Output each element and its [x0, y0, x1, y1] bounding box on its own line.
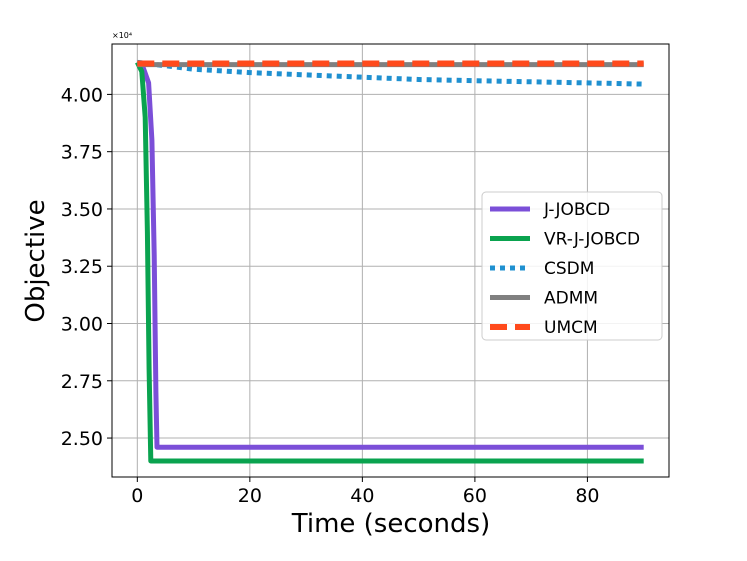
- y-tick-label: 3.25: [61, 256, 103, 278]
- y-tick-label: 3.75: [61, 142, 103, 164]
- y-tick-label: 2.50: [61, 428, 103, 450]
- series-line-vr-j-jobcd: [135, 61, 644, 464]
- legend-label: J-JOBCD: [543, 200, 610, 220]
- x-axis-label: Time (seconds): [291, 509, 490, 539]
- legend-box: [481, 191, 663, 341]
- legend-label: ADMM: [544, 289, 598, 309]
- axis-ticks: 0 20 40 60 80 2.50 2.75 3.00 3.25 3.50 3.75 4.00: [61, 84, 600, 507]
- y-axis-label: Objective: [21, 199, 51, 322]
- series-line-j-jobcd: [135, 60, 644, 450]
- y-multiplier-label: ×10⁴: [112, 31, 132, 40]
- legend-label: UMCM: [544, 318, 598, 338]
- plot-frame: [111, 43, 670, 478]
- y-tick-label: 3.50: [61, 199, 103, 221]
- series-lines: [135, 59, 644, 464]
- x-tick-label: 0: [131, 485, 143, 507]
- legend-label: CSDM: [544, 259, 594, 279]
- series-line-csdm: [136, 59, 644, 87]
- y-tick-label: 2.75: [61, 371, 103, 393]
- y-tick-label: 4.00: [61, 84, 103, 106]
- x-tick-label: 40: [350, 485, 374, 507]
- x-tick-label: 20: [238, 485, 262, 507]
- legend-label: VR-J-JOBCD: [544, 230, 640, 250]
- legend: J-JOBCD VR-J-JOBCD CSDM ADMM UMCM: [481, 191, 663, 341]
- y-tick-label: 3.00: [61, 314, 103, 336]
- x-tick-label: 60: [463, 485, 487, 507]
- x-tick-label: 80: [575, 485, 599, 507]
